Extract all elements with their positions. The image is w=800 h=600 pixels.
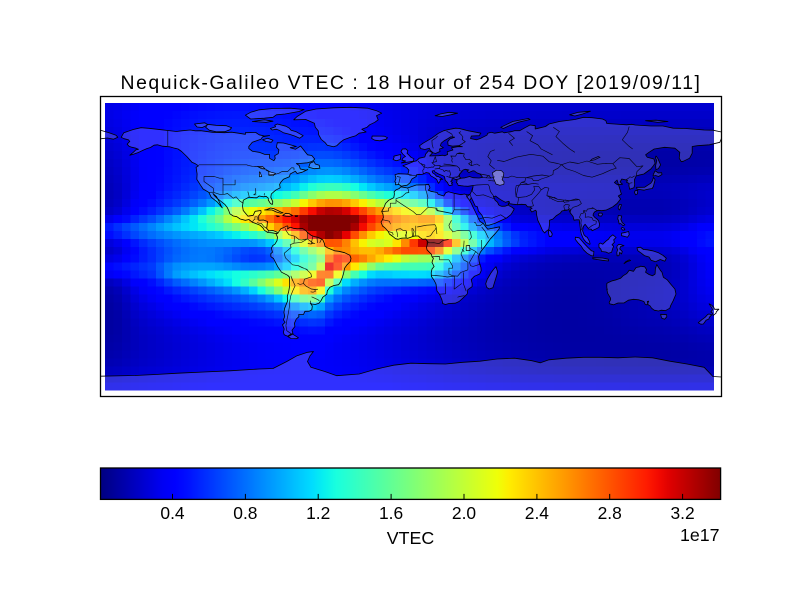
svg-text:2.0: 2.0 xyxy=(452,503,476,523)
svg-text:Nequick-Galileo VTEC : 18 Hour: Nequick-Galileo VTEC : 18 Hour of 254 DO… xyxy=(121,72,702,94)
svg-text:2.4: 2.4 xyxy=(525,503,550,523)
svg-text:0.4: 0.4 xyxy=(160,503,185,523)
svg-text:2.8: 2.8 xyxy=(598,503,622,523)
svg-text:1e17: 1e17 xyxy=(680,525,720,545)
svg-text:3.2: 3.2 xyxy=(671,503,695,523)
svg-text:VTEC: VTEC xyxy=(387,528,435,548)
svg-text:1.6: 1.6 xyxy=(379,503,403,523)
svg-text:0.8: 0.8 xyxy=(233,503,257,523)
svg-text:1.2: 1.2 xyxy=(306,503,330,523)
